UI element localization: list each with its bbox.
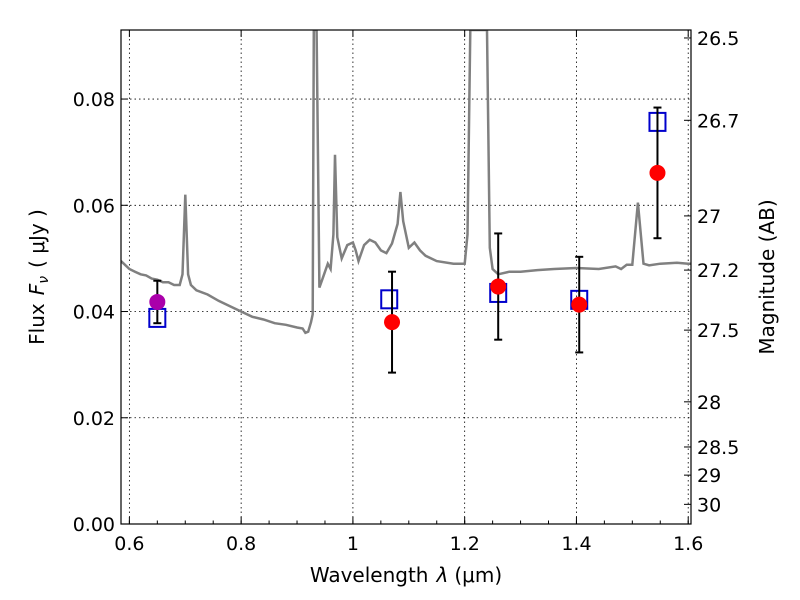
optical-data-point: [149, 293, 166, 310]
axes-frame: [120, 29, 692, 525]
y-axis-label: FluxFν( μJy ): [25, 209, 52, 345]
x-tick-label: 1: [347, 533, 359, 555]
y-tick-label: 0.08: [73, 89, 115, 111]
y-tick-label: 0.04: [73, 302, 115, 324]
model-square-point: [380, 289, 399, 310]
y2-tick-label: 30: [697, 494, 721, 516]
y-tick-label: 0.02: [73, 408, 115, 430]
observed-data-point: [649, 164, 666, 181]
y2-tick-label: 27.2: [697, 260, 739, 282]
y2-axis-label: Magnitude (AB): [755, 199, 779, 354]
observed-data-point: [571, 296, 588, 313]
y2-tick-label: 29: [697, 465, 721, 487]
x-tick-label: 1.2: [450, 533, 480, 555]
plot-area: [121, 30, 691, 374]
x-ticks: 0.6 0.8 1 1.2 1.4 1.6: [114, 30, 703, 555]
y-tick-label: 0.00: [73, 514, 115, 536]
x-axis-label: Wavelength λ (μm): [310, 563, 502, 587]
y2-ticks: 26.5 26.7 27 27.2 27.5 28 28.5 29 30: [684, 28, 739, 516]
y2-tick-label: 27: [697, 206, 721, 228]
grid: [121, 30, 691, 525]
x-tick-label: 1.6: [673, 533, 703, 555]
observed-data-point: [384, 314, 401, 331]
y-ticks: 0.00 0.02 0.04 0.06 0.08: [73, 89, 128, 536]
y2-tick-label: 26.5: [697, 28, 739, 50]
observed-data-point: [490, 278, 507, 295]
y-tick-label: 0.06: [73, 195, 115, 217]
x-tick-label: 1.4: [561, 533, 591, 555]
x-tick-label: 0.8: [226, 533, 256, 555]
y2-tick-label: 28.5: [697, 437, 739, 459]
y2-tick-label: 27.5: [697, 320, 739, 342]
y2-tick-label: 28: [697, 392, 721, 414]
y2-tick-label: 26.7: [697, 110, 739, 132]
spectrum-line: [121, 30, 691, 335]
x-tick-label: 0.6: [114, 533, 144, 555]
